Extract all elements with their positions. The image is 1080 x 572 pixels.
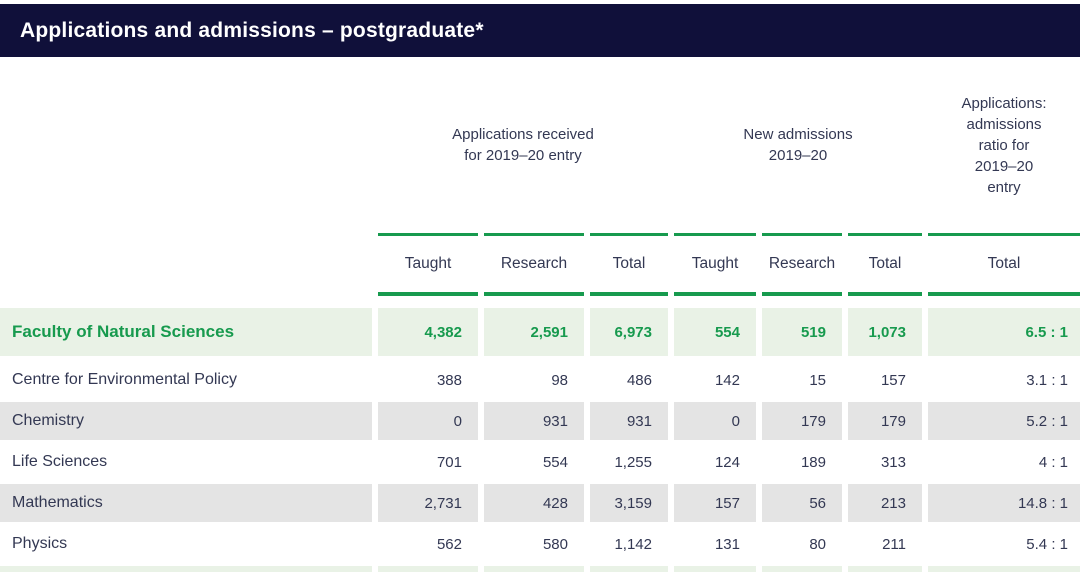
cell-applications-research: 931 (484, 402, 584, 440)
table-row: Chemistry 0 931 931 0 179 179 5.2 : 1 (0, 402, 1080, 440)
header-bottom-rule (0, 292, 1080, 296)
column-header-applications-research: Research (500, 255, 568, 272)
rule-segment (590, 233, 668, 236)
row-label: Physics (0, 525, 372, 563)
cell-applications-total: 3,159 (590, 484, 668, 522)
table-row: Mathematics 2,731 428 3,159 157 56 213 1… (0, 484, 1080, 522)
cell-admissions-research: 179 (762, 402, 842, 440)
row-label: Life Sciences (0, 443, 372, 481)
rule-segment (928, 233, 1080, 236)
cell-admissions-research: 519 (762, 308, 842, 356)
partial-next-row (0, 566, 1080, 572)
cell-admissions-total: 1,073 (848, 308, 922, 356)
column-header-applications-taught: Taught (404, 255, 452, 272)
cell-admissions-taught: 142 (674, 361, 756, 399)
cell-applications-taught: 701 (378, 443, 478, 481)
rule-spacer (0, 292, 372, 296)
column-group-header-applications-admissions-ratio: Applications: admissions ratio for 2019–20 e… (961, 94, 1047, 196)
cell-applications-research: 580 (484, 525, 584, 563)
cell-applications-total: 6,973 (590, 308, 668, 356)
cell-admissions-taught: 131 (674, 525, 756, 563)
column-header-ratio-total: Total (987, 255, 1021, 272)
cell-applications-research: 98 (484, 361, 584, 399)
row-label: Centre for Environmental Policy (0, 361, 372, 399)
row-label: Chemistry (0, 402, 372, 440)
cell-applications-research: 554 (484, 443, 584, 481)
rule-segment (674, 233, 756, 236)
cell-applications-research: 428 (484, 484, 584, 522)
cell-admissions-total: 313 (848, 443, 922, 481)
row-label: Mathematics (0, 484, 372, 522)
cell-applications-total: 931 (590, 402, 668, 440)
cell-admissions-taught: 0 (674, 402, 756, 440)
page-title: Applications and admissions – postgradua… (20, 18, 484, 42)
table-row: Centre for Environmental Policy 388 98 4… (0, 361, 1080, 399)
cell-admissions-research: 56 (762, 484, 842, 522)
rule-spacer (0, 233, 372, 236)
column-header-applications-total: Total (612, 255, 646, 272)
cell-applications-taught: 2,731 (378, 484, 478, 522)
title-bar: Applications and admissions – postgradua… (0, 4, 1080, 57)
rule-segment (674, 292, 756, 296)
cell-applications-taught: 0 (378, 402, 478, 440)
cell-ratio-total: 14.8 : 1 (928, 484, 1080, 522)
cell-admissions-taught: 554 (674, 308, 756, 356)
cell-admissions-total: 211 (848, 525, 922, 563)
rule-segment (928, 292, 1080, 296)
rule-segment (378, 292, 478, 296)
cell-admissions-research: 189 (762, 443, 842, 481)
column-group-header-applications-received: Applications received for 2019–20 entry (452, 126, 594, 164)
table-row: Physics 562 580 1,142 131 80 211 5.4 : 1 (0, 525, 1080, 563)
partial-cell (848, 566, 922, 572)
table-row: Faculty of Natural Sciences 4,382 2,591 … (0, 308, 1080, 356)
cell-admissions-total: 213 (848, 484, 922, 522)
column-header-row: Taught Research Total Taught Research To… (0, 236, 1080, 292)
rule-segment (590, 292, 668, 296)
rule-segment (762, 292, 842, 296)
partial-cell (378, 566, 478, 572)
column-header-admissions-taught: Taught (691, 255, 739, 272)
header-top-rule (0, 233, 1080, 236)
column-header-admissions-total: Total (868, 255, 902, 272)
partial-cell (762, 566, 842, 572)
cell-applications-total: 1,255 (590, 443, 668, 481)
cell-applications-taught: 4,382 (378, 308, 478, 356)
rule-segment (484, 233, 584, 236)
cell-ratio-total: 5.2 : 1 (928, 402, 1080, 440)
cell-admissions-total: 179 (848, 402, 922, 440)
table-row: Life Sciences 701 554 1,255 124 189 313 … (0, 443, 1080, 481)
table-body: Faculty of Natural Sciences 4,382 2,591 … (0, 308, 1080, 563)
cell-applications-total: 486 (590, 361, 668, 399)
cell-admissions-taught: 157 (674, 484, 756, 522)
partial-cell (484, 566, 584, 572)
cell-applications-taught: 562 (378, 525, 478, 563)
cell-ratio-total: 4 : 1 (928, 443, 1080, 481)
cell-admissions-research: 80 (762, 525, 842, 563)
partial-cell (590, 566, 668, 572)
rule-segment (848, 233, 922, 236)
cell-admissions-research: 15 (762, 361, 842, 399)
partial-cell (0, 566, 372, 572)
cell-applications-total: 1,142 (590, 525, 668, 563)
cell-ratio-total: 3.1 : 1 (928, 361, 1080, 399)
cell-ratio-total: 6.5 : 1 (928, 308, 1080, 356)
rule-segment (762, 233, 842, 236)
cell-applications-taught: 388 (378, 361, 478, 399)
partial-cell (928, 566, 1080, 572)
cell-admissions-total: 157 (848, 361, 922, 399)
rule-segment (378, 233, 478, 236)
partial-cell (674, 566, 756, 572)
rule-segment (848, 292, 922, 296)
cell-admissions-taught: 124 (674, 443, 756, 481)
column-header-admissions-research: Research (768, 255, 836, 272)
column-group-header-row: Applications received for 2019–20 entry N… (0, 57, 1080, 233)
cell-ratio-total: 5.4 : 1 (928, 525, 1080, 563)
cell-applications-research: 2,591 (484, 308, 584, 356)
rule-segment (484, 292, 584, 296)
column-group-header-new-admissions: New admissions 2019–20 (743, 126, 853, 164)
row-label: Faculty of Natural Sciences (0, 308, 372, 356)
